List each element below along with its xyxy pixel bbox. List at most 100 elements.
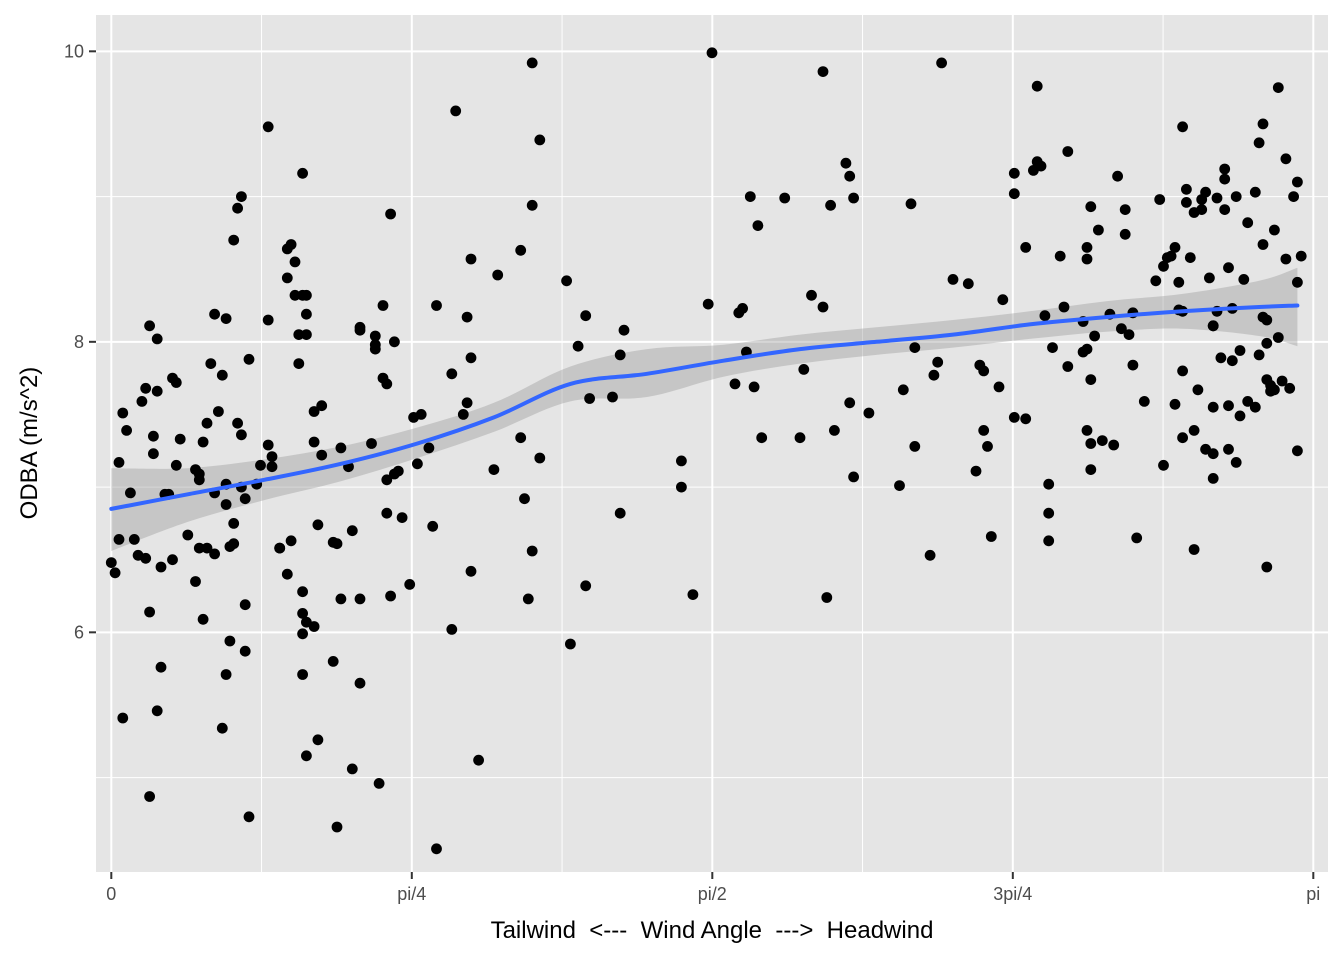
- data-point: [1089, 330, 1100, 342]
- data-point: [155, 561, 167, 573]
- data-point: [676, 481, 687, 493]
- data-point: [905, 198, 917, 210]
- data-point: [1085, 438, 1097, 449]
- data-point: [1292, 445, 1303, 457]
- data-point: [1234, 410, 1246, 422]
- data-point: [113, 457, 125, 468]
- data-point: [331, 821, 343, 833]
- data-point: [331, 538, 343, 550]
- data-point: [1123, 329, 1135, 340]
- data-point: [1008, 167, 1020, 179]
- data-point: [239, 493, 251, 505]
- data-point: [1272, 82, 1284, 93]
- data-point: [515, 432, 527, 444]
- data-point: [232, 202, 244, 214]
- data-point: [465, 253, 477, 265]
- data-point: [1177, 121, 1188, 133]
- y-tick-label: 8: [74, 332, 84, 352]
- smooth-line: [109, 303, 1300, 511]
- data-point: [465, 352, 477, 364]
- data-point: [255, 459, 266, 471]
- data-point: [1188, 425, 1200, 436]
- data-point: [970, 465, 982, 477]
- scatter-points: [105, 47, 1307, 855]
- data-point: [327, 656, 339, 667]
- data-point: [676, 455, 687, 467]
- x-axis-ticks: 0 pi/4 pi/2 3pi/4 pi: [106, 872, 1320, 904]
- data-point: [412, 458, 423, 470]
- data-point: [354, 677, 366, 689]
- data-point: [1035, 160, 1047, 172]
- data-point: [1230, 191, 1242, 203]
- data-point: [293, 358, 305, 369]
- data-point: [1219, 163, 1231, 175]
- data-point: [1276, 375, 1288, 387]
- data-point: [297, 586, 308, 598]
- data-point: [1181, 197, 1192, 208]
- data-point: [262, 314, 274, 326]
- data-point: [1292, 276, 1303, 288]
- data-point: [297, 669, 308, 680]
- data-point: [297, 628, 308, 640]
- data-point: [381, 507, 393, 519]
- x-axis-title: Tailwind <--- Wind Angle ---> Headwind: [491, 917, 934, 944]
- data-point: [392, 465, 404, 477]
- data-point: [385, 208, 396, 220]
- data-point: [301, 289, 312, 301]
- data-point: [266, 461, 278, 473]
- x-tick-label: pi/2: [698, 884, 727, 904]
- data-point: [1058, 301, 1070, 313]
- data-point: [377, 300, 389, 311]
- data-point: [488, 464, 500, 475]
- data-point: [1223, 262, 1234, 274]
- data-point: [1085, 464, 1097, 475]
- data-point: [1207, 320, 1219, 332]
- data-point: [1177, 365, 1188, 377]
- data-point: [982, 441, 993, 452]
- data-point: [209, 308, 221, 320]
- data-point: [174, 433, 186, 445]
- data-point: [285, 239, 297, 250]
- data-point: [1169, 398, 1181, 410]
- data-point: [144, 606, 156, 618]
- data-point: [1261, 314, 1273, 326]
- y-tick-label: 10: [64, 41, 84, 61]
- data-point: [224, 635, 236, 647]
- data-point: [978, 425, 990, 436]
- data-point: [798, 364, 810, 375]
- data-point: [293, 329, 305, 340]
- data-point: [897, 384, 909, 396]
- data-point: [534, 452, 546, 464]
- data-point: [366, 438, 377, 449]
- x-tick-label: 0: [106, 884, 116, 904]
- data-point: [220, 669, 232, 680]
- data-point: [1169, 242, 1181, 253]
- data-point: [228, 234, 240, 246]
- data-point: [216, 369, 228, 381]
- data-point: [848, 192, 859, 204]
- data-point: [285, 535, 297, 547]
- data-point: [465, 565, 477, 577]
- data-point: [1043, 478, 1055, 490]
- data-point: [1043, 507, 1055, 519]
- data-point: [752, 220, 764, 232]
- data-point: [354, 593, 366, 605]
- data-point: [201, 542, 213, 554]
- data-point: [1031, 80, 1043, 92]
- data-point: [128, 534, 140, 545]
- data-point: [148, 430, 159, 442]
- data-point: [151, 385, 163, 397]
- data-point: [794, 432, 806, 444]
- data-point: [1207, 401, 1219, 413]
- data-point: [840, 157, 852, 169]
- data-point: [239, 599, 251, 611]
- data-point: [1226, 355, 1238, 367]
- data-point: [308, 621, 320, 632]
- data-point: [526, 57, 538, 69]
- data-point: [109, 567, 121, 579]
- data-point: [446, 368, 458, 380]
- data-point: [519, 493, 530, 505]
- data-point: [312, 519, 324, 531]
- data-point: [1008, 188, 1020, 200]
